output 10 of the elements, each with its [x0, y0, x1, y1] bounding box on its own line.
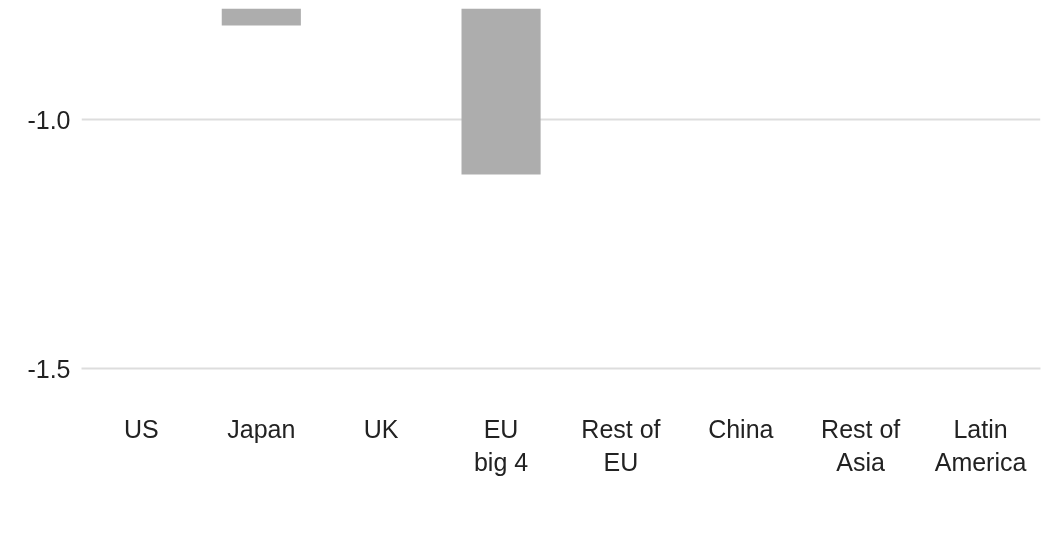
x-tick-label: Rest of EU: [581, 414, 661, 477]
x-tick-label: UK: [363, 414, 399, 443]
y-tick-label: -1.5: [27, 354, 71, 383]
y-tick-label: -1.0: [27, 105, 71, 134]
x-tick-label: China: [708, 414, 774, 443]
x-tick-label: Rest of Asia: [821, 414, 901, 477]
x-tick-label: US: [124, 414, 159, 443]
x-tick-label: Japan: [227, 414, 296, 443]
x-tick-label: EU big 4: [473, 414, 529, 477]
x-tick-label: Latin America: [934, 414, 1027, 477]
